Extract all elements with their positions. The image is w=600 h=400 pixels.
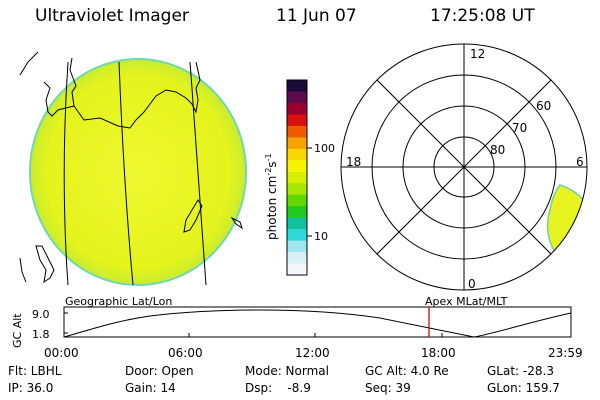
earth-disk	[29, 58, 247, 286]
door-value: Door: Open	[125, 364, 194, 378]
mlt-label-bottom: 0	[468, 277, 476, 291]
colorbar-unit-label: photon cm-2s-1	[264, 153, 279, 240]
ytick-label: 1.8	[32, 328, 50, 341]
colorbar-segment	[287, 206, 307, 219]
gc-alt-value: GC Alt: 4.0 Re	[365, 364, 449, 378]
coastline	[35, 245, 55, 284]
colorbar-segment	[287, 125, 307, 138]
colorbar-segment	[287, 194, 307, 207]
time-label: 17:25:08 UT	[430, 6, 535, 26]
colorbar-segment	[287, 183, 307, 196]
xtick-label: 06:00	[168, 346, 203, 360]
mlt-label-left: 18	[346, 155, 361, 169]
geo-panel-label: Geographic Lat/Lon	[65, 295, 172, 308]
colorbar-tick-label: 10	[314, 230, 328, 243]
polar-plot: 12 0 18 6 60 70 80	[340, 43, 588, 291]
colorbar-segment	[287, 114, 307, 127]
mlt-label-top: 12	[470, 47, 485, 61]
colorbar-segment	[287, 102, 307, 115]
colorbar	[286, 79, 308, 276]
mode-value: Mode: Normal	[245, 364, 329, 378]
longitude-line	[63, 61, 69, 286]
colorbar-segment	[287, 240, 307, 253]
filter-value: Flt: LBHL	[8, 364, 62, 378]
ytick-label: 9.0	[32, 308, 50, 321]
mlt-label-right: 6	[576, 155, 584, 169]
xtick-label: 18:00	[421, 346, 456, 360]
colorbar-segment	[287, 160, 307, 173]
glat-value: GLat: -28.3	[487, 364, 554, 378]
gain-value: Gain: 14	[125, 381, 176, 395]
longitude-line	[118, 61, 134, 286]
coastline	[19, 51, 39, 76]
xtick-label: 23:59	[548, 346, 583, 360]
geo-image-panel	[19, 51, 247, 286]
coastline	[183, 199, 203, 233]
seq-value: Seq: 39	[365, 381, 411, 395]
mlat-label: 60	[536, 99, 551, 113]
altitude-ylabel: GC Alt	[11, 313, 24, 348]
glon-value: GLon: 159.7	[487, 381, 560, 395]
polar-diagonal	[376, 79, 552, 255]
colorbar-segment	[287, 137, 307, 150]
colorbar-segment	[287, 263, 307, 276]
colorbar-segment	[287, 252, 307, 265]
mlat-label: 80	[490, 143, 505, 157]
longitude-line	[189, 61, 207, 286]
colorbar-tick-label: 100	[314, 142, 335, 155]
polar-panel-label: Apex MLat/MLT	[425, 295, 508, 308]
colorbar-segment	[287, 91, 307, 104]
altitude-plot-frame	[63, 306, 572, 338]
colorbar-segment	[287, 148, 307, 161]
date-label: 11 Jun 07	[276, 6, 357, 26]
coastline	[230, 216, 243, 230]
coastline	[43, 57, 201, 129]
colorbar-segment	[287, 229, 307, 242]
app-title: Ultraviolet Imager	[35, 6, 189, 26]
mlat-label: 70	[512, 121, 527, 135]
altitude-plot: Geographic Lat/Lon Apex MLat/MLT 9.0 1.8…	[11, 295, 583, 360]
colorbar-frame	[286, 79, 308, 276]
dsp-value: Dsp: -8.9	[245, 381, 311, 395]
coastline	[19, 257, 27, 283]
colorbar-segment	[287, 171, 307, 184]
colorbar-segment	[287, 217, 307, 230]
colorbar-segment	[287, 80, 307, 92]
ip-value: IP: 36.0	[8, 381, 54, 395]
xtick-label: 12:00	[295, 346, 330, 360]
altitude-curve	[63, 309, 572, 338]
xtick-label: 00:00	[44, 346, 79, 360]
